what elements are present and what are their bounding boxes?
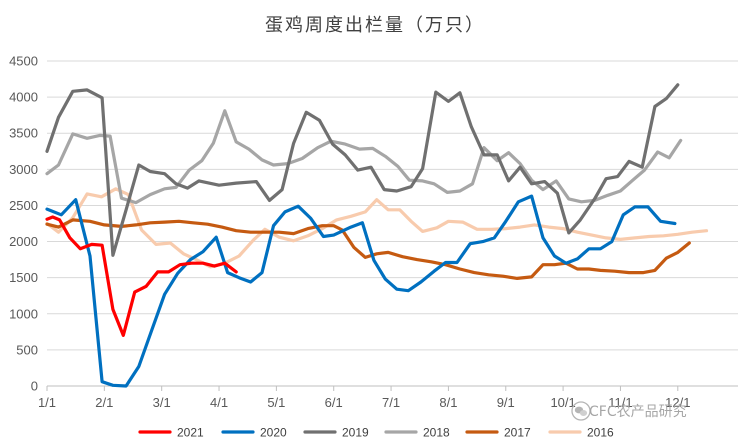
- x-tick-label: 12/1: [665, 395, 690, 410]
- series-line-2020: [45, 194, 677, 388]
- chart-title: 蛋鸡周度出栏量（万只）: [265, 15, 485, 36]
- y-tick-label: 3000: [9, 162, 38, 177]
- x-tick-label: 6/1: [325, 395, 343, 410]
- legend: 2021 2020 2019 2018 2017 2016: [138, 426, 614, 440]
- y-tick-label: 2000: [9, 234, 38, 249]
- x-tick-label: 5/1: [267, 395, 285, 410]
- x-tick-label: 10/1: [550, 395, 575, 410]
- legend-label-2019: 2019: [342, 426, 369, 440]
- grid: [47, 60, 738, 387]
- x-tick-label: 7/1: [382, 395, 400, 410]
- y-tick-label: 500: [16, 342, 38, 357]
- x-tick-label: 3/1: [153, 395, 171, 410]
- legend-label-2017: 2017: [504, 426, 531, 440]
- x-tick-label: 8/1: [439, 395, 457, 410]
- y-tick-label: 1500: [9, 270, 38, 285]
- x-tick-label: 4/1: [210, 395, 228, 410]
- x-tick-label: 1/1: [38, 395, 56, 410]
- y-tick-label: 4000: [9, 90, 38, 105]
- legend-label-2021: 2021: [177, 426, 204, 440]
- wechat-icon: [571, 401, 591, 421]
- watermark: CFC农产品研究: [571, 401, 687, 421]
- legend-label-2018: 2018: [423, 426, 450, 440]
- x-tick-label: 9/1: [497, 395, 515, 410]
- series-line-2019: [45, 83, 680, 257]
- x-axis-ticks: 1/1 2/1 3/1 4/1 5/1 6/1 7/1 8/1 9/1 10/1 11/1 12/1: [38, 386, 690, 410]
- series-line-2018: [45, 109, 683, 205]
- watermark-text: CFC农产品研究: [589, 404, 687, 420]
- y-tick-label: 0: [31, 379, 38, 394]
- y-tick-label: 4500: [9, 54, 38, 69]
- series-lines: [45, 83, 709, 388]
- y-tick-label: 3500: [9, 126, 38, 141]
- legend-label-2016: 2016: [587, 426, 614, 440]
- series-line-2016: [45, 187, 709, 269]
- legend-label-2020: 2020: [260, 426, 287, 440]
- y-tick-label: 2500: [9, 198, 38, 213]
- y-axis-ticks: 0 500 1000 1500 2000 2500 3000 3500 4000 4500: [9, 54, 38, 394]
- y-tick-label: 1000: [9, 306, 38, 321]
- series-line-2021: [45, 215, 238, 337]
- x-tick-label: 2/1: [95, 395, 113, 410]
- x-tick-label: 11/1: [608, 395, 632, 410]
- series-line-2017: [45, 218, 691, 280]
